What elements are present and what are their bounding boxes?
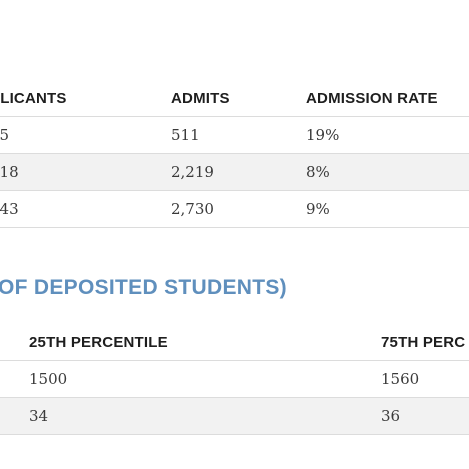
25th-percentile-value: 34	[29, 407, 49, 425]
applicants-value: 443	[0, 200, 19, 218]
scores-table: 25TH PERCENTILE 75TH PERC 1500 1560 34 3…	[0, 326, 469, 435]
25th-percentile-value: 1500	[29, 370, 68, 388]
header-admits: ADMITS	[171, 90, 230, 107]
scores-table-header-row: 25TH PERCENTILE 75TH PERC	[0, 326, 469, 361]
admission-rate-value: 19%	[306, 126, 340, 144]
admissions-table: PLICANTS ADMITS ADMISSION RATE 25 511 19…	[0, 82, 469, 228]
header-admission-rate: ADMISSION RATE	[306, 90, 438, 107]
admission-rate-value: 9%	[306, 200, 330, 218]
table-row: 34 36	[0, 398, 469, 435]
admits-value: 2,219	[171, 163, 214, 181]
scores-section-title: OF DEPOSITED STUDENTS)	[0, 276, 287, 299]
75th-percentile-value: 1560	[381, 370, 420, 388]
table-row: 25 511 19%	[0, 117, 469, 154]
header-25th-percentile: 25TH PERCENTILE	[29, 334, 168, 351]
admits-value: 2,730	[171, 200, 214, 218]
admits-value: 511	[171, 126, 200, 144]
75th-percentile-value: 36	[381, 407, 401, 425]
admissions-table-header-row: PLICANTS ADMITS ADMISSION RATE	[0, 82, 469, 117]
applicants-value: 718	[0, 163, 19, 181]
table-row: 718 2,219 8%	[0, 154, 469, 191]
table-row: 1500 1560	[0, 361, 469, 398]
table-row: 443 2,730 9%	[0, 191, 469, 228]
applicants-value: 25	[0, 126, 10, 144]
admission-rate-value: 8%	[306, 163, 330, 181]
header-75th-percentile: 75TH PERC	[381, 334, 466, 351]
header-applicants: PLICANTS	[0, 90, 67, 107]
